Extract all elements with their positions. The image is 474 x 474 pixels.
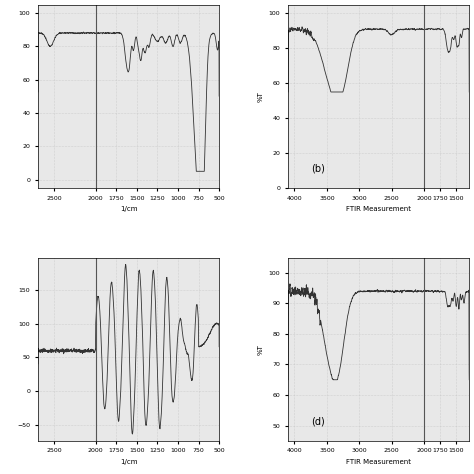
Y-axis label: %T: %T (257, 91, 263, 102)
X-axis label: 1/cm: 1/cm (120, 459, 137, 465)
X-axis label: FTIR Measurement: FTIR Measurement (346, 459, 411, 465)
Text: (d): (d) (311, 416, 325, 426)
Text: (b): (b) (311, 164, 326, 173)
X-axis label: 1/cm: 1/cm (120, 206, 137, 212)
X-axis label: FTIR Measurement: FTIR Measurement (346, 206, 411, 212)
Y-axis label: %T: %T (257, 344, 263, 355)
